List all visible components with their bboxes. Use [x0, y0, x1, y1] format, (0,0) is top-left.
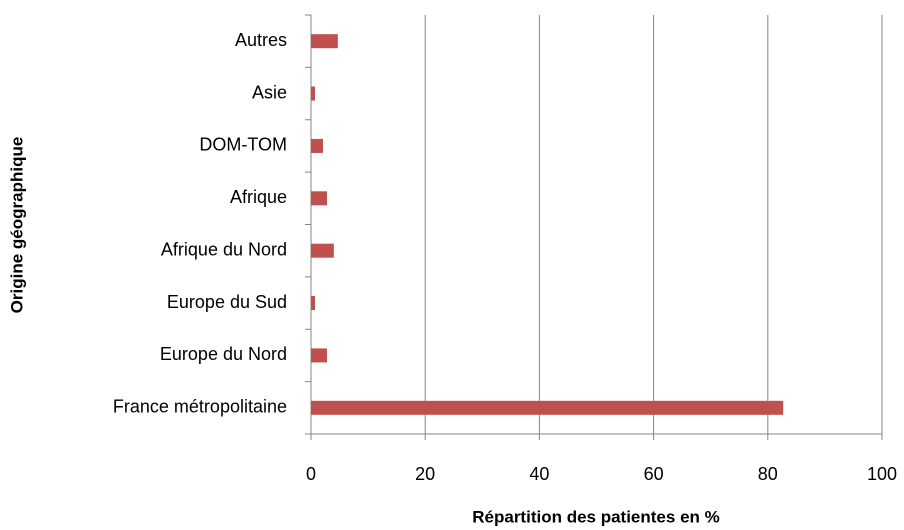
y-tick-label: Asie	[252, 82, 287, 102]
y-tick-label: DOM-TOM	[199, 135, 287, 155]
bar	[311, 34, 338, 49]
bar	[311, 243, 334, 258]
bar	[311, 400, 784, 415]
x-tick-label: 20	[415, 464, 435, 484]
x-tick-label: 40	[529, 464, 549, 484]
x-axis-title: Répartition des patientes en %	[472, 507, 720, 526]
y-tick-label: Europe du Sud	[167, 292, 287, 312]
y-tick-label: France métropolitaine	[113, 397, 287, 417]
bar	[311, 296, 315, 311]
y-tick-label: Europe du Nord	[160, 344, 287, 364]
bar	[311, 138, 323, 153]
x-tick-label: 100	[867, 464, 897, 484]
x-tick-label: 80	[758, 464, 778, 484]
x-tick-label: 60	[644, 464, 664, 484]
bar	[311, 191, 327, 206]
y-axis-title: Origine géographique	[7, 137, 26, 314]
bar	[311, 348, 327, 363]
y-tick-label: Autres	[235, 30, 287, 50]
x-tick-label: 0	[306, 464, 316, 484]
y-tick-label: Afrique	[230, 187, 287, 207]
bar	[311, 86, 315, 101]
y-tick-label: Afrique du Nord	[161, 239, 287, 259]
